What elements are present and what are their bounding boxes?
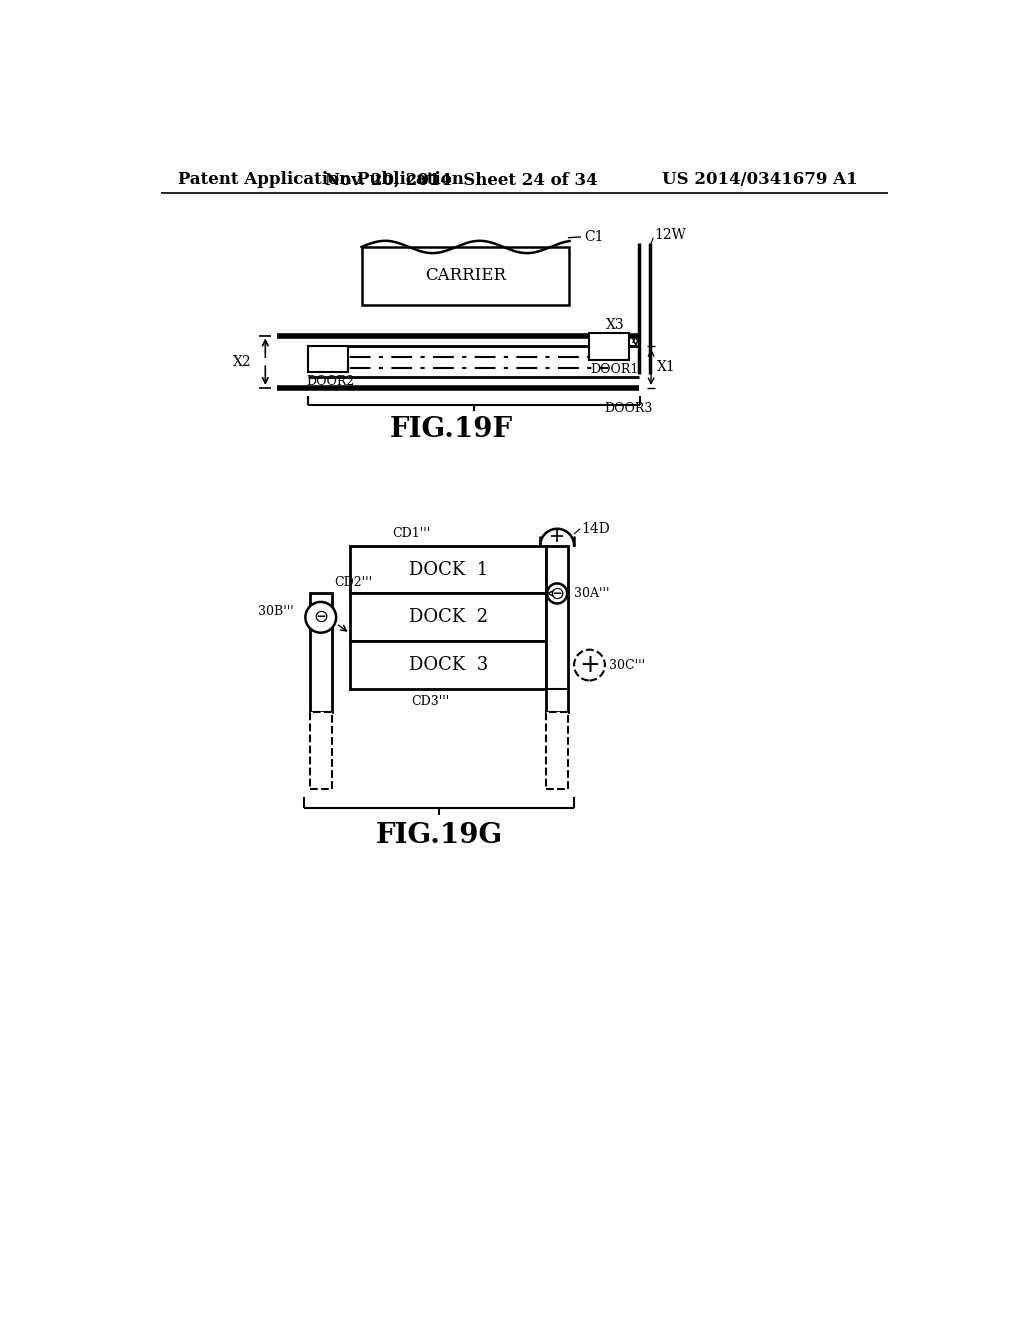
Text: DOOR3: DOOR3	[604, 403, 652, 416]
Text: +: +	[579, 653, 600, 677]
Text: FIG.19F: FIG.19F	[389, 416, 512, 444]
Text: C1: C1	[584, 230, 603, 244]
Text: CD1''': CD1'''	[392, 527, 431, 540]
Text: $\ominus$: $\ominus$	[550, 585, 565, 602]
Bar	[547, 711, 568, 789]
Text: DOCK  3: DOCK 3	[409, 656, 487, 675]
Text: 12W: 12W	[654, 228, 686, 243]
Text: 30A''': 30A'''	[574, 587, 609, 601]
Text: CARRIER: CARRIER	[425, 268, 506, 284]
Text: US 2014/0341679 A1: US 2014/0341679 A1	[662, 172, 857, 189]
Text: DOCK  1: DOCK 1	[409, 561, 487, 578]
Text: 14D: 14D	[582, 521, 610, 536]
Circle shape	[574, 649, 605, 681]
Text: $\ominus$: $\ominus$	[313, 609, 329, 626]
Bar	[350, 545, 547, 594]
Bar	[361, 247, 569, 305]
Bar	[310, 594, 332, 711]
Text: CD2''': CD2'''	[334, 576, 372, 589]
Text: Patent Application Publication: Patent Application Publication	[178, 172, 464, 189]
Text: 30B''': 30B'''	[258, 605, 293, 618]
Circle shape	[547, 583, 567, 603]
Text: X3: X3	[606, 318, 625, 331]
Text: X1: X1	[657, 360, 676, 374]
Bar	[350, 642, 547, 689]
Text: FIG.19G: FIG.19G	[376, 822, 503, 849]
Bar	[307, 346, 348, 372]
Circle shape	[305, 602, 336, 632]
Text: Nov. 20, 2014  Sheet 24 of 34: Nov. 20, 2014 Sheet 24 of 34	[326, 172, 598, 189]
Bar	[547, 545, 568, 711]
Bar	[589, 333, 629, 360]
Text: DOOR1: DOOR1	[590, 363, 639, 376]
Text: X2: X2	[232, 355, 252, 368]
Text: 30C''': 30C'''	[608, 659, 645, 672]
Bar	[350, 594, 547, 642]
Text: CD3''': CD3'''	[412, 694, 450, 708]
Text: DOOR2: DOOR2	[306, 375, 354, 388]
Bar	[310, 711, 332, 789]
Text: DOCK  2: DOCK 2	[409, 609, 487, 626]
